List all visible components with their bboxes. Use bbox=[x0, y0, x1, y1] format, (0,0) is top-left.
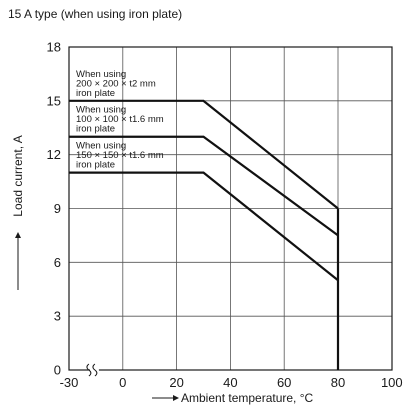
x-tick-label-5: 80 bbox=[331, 375, 345, 390]
series-annotation-2-line-2: iron plate bbox=[76, 160, 115, 171]
series-line-1 bbox=[69, 135, 339, 237]
y-tick-label-1: 3 bbox=[54, 309, 61, 324]
x-tick-label-4: 60 bbox=[277, 375, 291, 390]
y-tick-label-2: 6 bbox=[54, 255, 61, 270]
grid bbox=[68, 46, 393, 371]
series-annotation-0-line-0: When using bbox=[76, 69, 126, 80]
series-line-0 bbox=[69, 99, 339, 210]
plot-frame bbox=[68, 46, 393, 371]
x-tick-label-3: 40 bbox=[223, 375, 237, 390]
series-annotation-2-line-0: When using bbox=[76, 141, 126, 152]
y-axis-arrow-head bbox=[15, 232, 21, 238]
chart-title: 15 A type (when using iron plate) bbox=[8, 7, 183, 21]
x-tick-label-2: 20 bbox=[169, 375, 183, 390]
x-tick-label-1: 0 bbox=[119, 375, 126, 390]
series-annotation-1-line-2: iron plate bbox=[76, 124, 115, 135]
series-annotation-1-line-0: When using bbox=[76, 105, 126, 116]
series-lines bbox=[69, 99, 340, 370]
series-annotation-0-line-1: 200 × 200 × t2 mm bbox=[76, 78, 156, 89]
y-axis-title: Load current, A bbox=[11, 135, 25, 216]
axis-break-mark-1 bbox=[92, 363, 98, 377]
x-tick-label-6: 100 bbox=[381, 375, 403, 390]
axis-break-mark-0 bbox=[86, 363, 92, 377]
axis-titles: Ambient temperature, °C Load current, A bbox=[11, 135, 314, 405]
series-annotation-1-line-1: 100 × 100 × t1.6 mm bbox=[76, 114, 164, 125]
x-axis-title: Ambient temperature, °C bbox=[181, 391, 314, 405]
x-tick-label-0: -30 bbox=[60, 375, 79, 390]
y-tick-label-3: 9 bbox=[54, 201, 61, 216]
y-tick-label-5: 15 bbox=[47, 93, 61, 108]
x-axis-arrow-head bbox=[173, 395, 179, 401]
y-tick-label-4: 12 bbox=[47, 147, 61, 162]
series-annotation-2-line-1: 150 × 150 × t1.6 mm bbox=[76, 150, 164, 161]
y-tick-label-0: 0 bbox=[54, 363, 61, 378]
axis-break bbox=[86, 363, 99, 377]
y-tick-label-6: 18 bbox=[47, 40, 61, 55]
series-annotation-0-line-2: iron plate bbox=[76, 88, 115, 99]
series-line-2 bbox=[69, 171, 339, 282]
